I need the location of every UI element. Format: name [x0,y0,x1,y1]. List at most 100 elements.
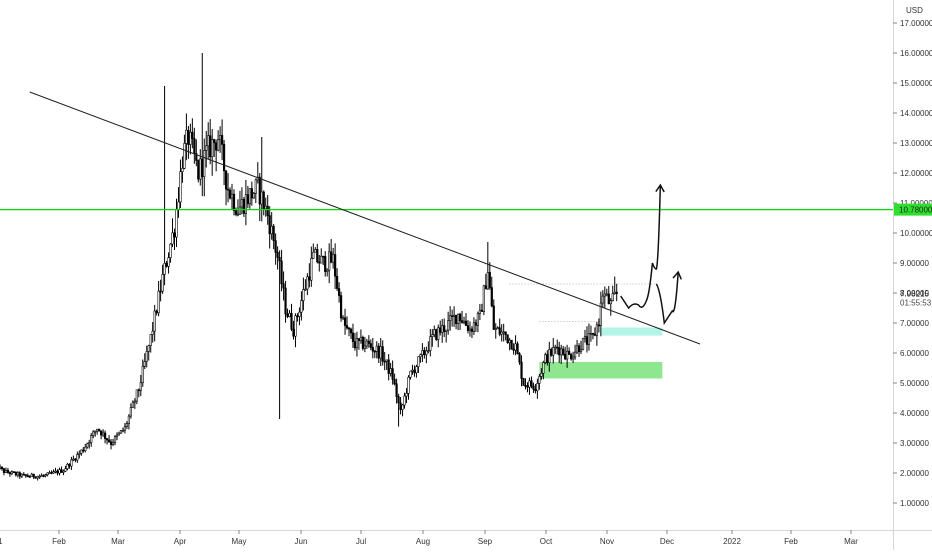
candle [90,432,93,447]
x-tick-label: 2022 [723,537,741,546]
candle-body [341,317,345,320]
candle-body [191,131,194,139]
candle-body [401,404,404,410]
candle-body [260,191,263,205]
candle-body [573,351,577,358]
candle-body [38,475,41,478]
candle [488,262,491,290]
candle [330,238,333,264]
candle-body [288,312,291,317]
candle [258,173,261,221]
candle-body [429,336,432,351]
candle-body [147,345,150,352]
candle [607,285,610,305]
candle-body [292,328,295,337]
candle [94,430,97,437]
candle-body [611,293,614,302]
candle [109,438,113,450]
candle [367,335,370,348]
candle [141,359,144,387]
candle-body [363,345,366,349]
candle [96,428,99,435]
candle [88,439,91,449]
candle-body [367,340,370,344]
candle [500,324,503,342]
candle [86,442,89,449]
candle-body [276,252,279,258]
candle-body [575,345,579,353]
candle [419,353,422,363]
candle-body [391,368,394,380]
candle-body [300,300,303,313]
candle-body [230,193,234,199]
candle [347,326,351,337]
y-tick-label: 6.00000 [900,349,929,358]
candle-body [280,260,283,285]
candle-body [508,339,511,344]
candle [337,282,341,303]
candle-body [560,348,563,356]
candle-body [510,339,513,350]
support-zones [539,327,663,379]
candle [6,467,10,474]
candle [76,451,79,463]
candle [74,457,77,463]
candle-body [224,170,228,190]
candle [441,318,444,343]
candle-body [133,400,136,403]
candle-body [589,333,593,335]
candle [351,323,355,349]
candle [484,273,487,290]
candle-body [135,389,138,402]
candle [60,466,63,473]
candle-body [284,287,287,315]
candle-body [282,283,285,289]
candle-body [219,135,222,141]
candle-body [542,362,545,374]
candle [280,249,283,292]
candle-body [324,256,327,272]
candle-body [433,329,436,335]
candle-body [52,471,55,474]
candle-body [330,251,333,263]
candle-body [579,349,583,353]
candle-body [498,327,501,335]
candle-body [232,193,236,211]
candle-body [181,168,184,172]
candle-body [490,287,493,307]
candle-body [581,337,585,351]
candle-body [417,356,420,367]
candle-body [155,310,158,314]
candle [282,271,285,301]
candle-body [468,328,472,331]
candle-body [538,376,541,384]
candle-body [480,309,483,312]
candle [80,449,83,456]
candle [44,473,47,478]
candle [449,306,452,331]
candle-body [462,320,466,323]
candle [215,139,218,172]
candle-body [453,314,456,317]
candle [84,443,87,453]
candle-body [84,446,87,452]
candle-body [536,383,539,392]
candle-body [185,129,188,144]
candle-body [571,356,575,360]
candle-body [246,194,249,205]
candle [411,364,414,375]
y-tick-label: 12.00000 [900,169,932,178]
candle [137,388,140,398]
candle-body [441,325,444,333]
candle-body [70,459,73,467]
candle-body [107,439,111,443]
candle-body [248,188,251,205]
projection-path-1 [655,271,679,326]
candle [526,382,529,393]
candle-body [14,472,17,476]
candle-body [72,458,75,461]
candle-body [44,474,47,477]
candle [573,344,577,360]
